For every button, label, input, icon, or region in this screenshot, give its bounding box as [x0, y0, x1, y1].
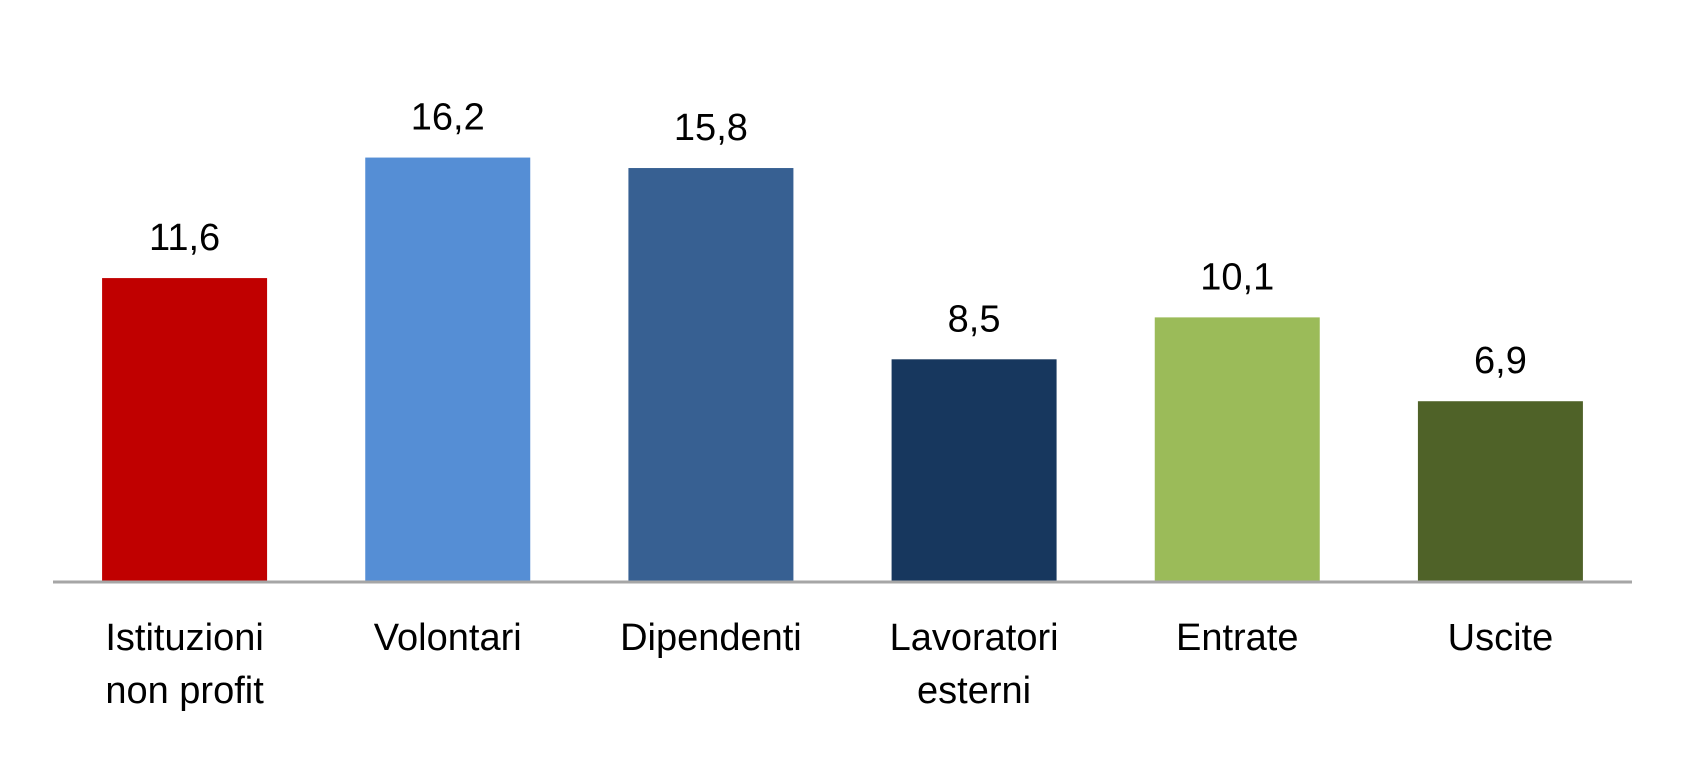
category-label-line: Uscite	[1448, 617, 1554, 659]
bar-1	[365, 157, 531, 582]
bars-group	[102, 157, 1583, 583]
category-label-2: Dipendenti	[620, 617, 802, 659]
category-label-line: Volontari	[374, 617, 522, 659]
value-labels-group: 11,6 16,2 15,8 8,5 10,1 6,9	[149, 97, 1527, 383]
category-label-0: Istituzioni non profit	[105, 617, 264, 712]
category-label-line: Entrate	[1176, 617, 1299, 659]
value-label-3: 8,5	[948, 298, 1001, 340]
category-label-line: non profit	[105, 670, 264, 712]
category-label-5: Uscite	[1448, 617, 1554, 659]
category-label-1: Volontari	[374, 617, 522, 659]
category-label-line: Dipendenti	[620, 617, 802, 659]
value-label-0: 11,6	[149, 217, 220, 259]
category-label-line: esterni	[917, 670, 1031, 712]
category-label-line: Istituzioni	[105, 617, 263, 659]
value-label-4: 10,1	[1200, 256, 1274, 298]
bar-5	[1417, 401, 1583, 582]
bar-0	[102, 278, 268, 582]
value-label-2: 15,8	[674, 107, 748, 149]
bar-2	[628, 168, 794, 583]
category-label-line: Lavoratori	[890, 617, 1059, 659]
value-label-5: 6,9	[1474, 340, 1527, 382]
value-label-1: 16,2	[411, 97, 485, 139]
category-labels-group: Istituzioni non profit Volontari Dipendenti…	[105, 617, 1553, 712]
bar-3	[891, 359, 1057, 582]
category-label-3: Lavoratori esterni	[890, 617, 1059, 712]
category-label-4: Entrate	[1176, 617, 1299, 659]
bar-4	[1154, 317, 1320, 582]
